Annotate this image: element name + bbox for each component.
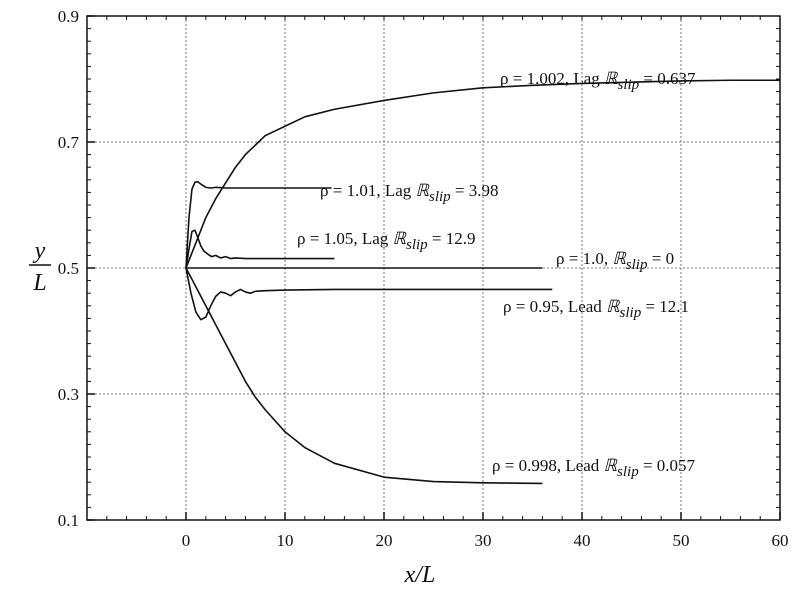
series-line-5 — [185, 267, 543, 485]
axes: 0 10 20 30 40 50 60 0.1 0.3 0.5 0.7 0.9 — [58, 7, 789, 550]
series-label-symbol: ℝ — [604, 69, 619, 88]
series-label-3: ρ = 1.0, ℝslip = 0 — [556, 249, 674, 273]
series-label-subscript: slip — [617, 464, 639, 480]
y-tick-label-3: 0.7 — [58, 133, 80, 152]
series-label-subscript: slip — [626, 257, 648, 273]
series-label-5: ρ = 0.998, Lead ℝslip = 0.057 — [492, 456, 696, 480]
series-label-symbol: ℝ — [606, 297, 621, 316]
series-label-symbol: ℝ — [604, 456, 619, 475]
series-label-subscript: slip — [620, 305, 642, 321]
x-axis-label: x/L — [404, 562, 436, 588]
series-line-4 — [185, 267, 553, 321]
series-layer — [185, 79, 780, 485]
series-label-symbol: ℝ — [393, 229, 408, 248]
annotation-labels: ρ = 1.002, Lag ℝslip = 0.637 ρ = 1.01, La… — [297, 69, 696, 480]
y-axis-label-numerator: y — [33, 238, 46, 264]
series-label-subscript: slip — [617, 77, 639, 93]
y-tick-label-2: 0.5 — [58, 259, 79, 278]
series-label-symbol: ℝ — [416, 181, 431, 200]
series-label-1: ρ = 1.01, Lag ℝslip = 3.98 — [320, 181, 499, 205]
series-label-subscript: slip — [429, 189, 451, 205]
x-tick-label-4: 40 — [574, 531, 591, 550]
x-tick-label-6: 60 — [772, 531, 789, 550]
series-label-value: = 12.9 — [428, 229, 476, 248]
x-tick-label-2: 20 — [376, 531, 393, 550]
x-tick-label-0: 0 — [182, 531, 191, 550]
series-label-text: ρ = 1.0, — [556, 249, 612, 268]
y-axis-label-denominator: L — [32, 270, 46, 296]
x-tick-label-3: 30 — [475, 531, 492, 550]
x-tick-label-5: 50 — [673, 531, 690, 550]
series-label-value: = 0.057 — [639, 456, 696, 475]
series-label-text: ρ = 1.05, Lag — [297, 229, 393, 248]
x-tick-label-1: 10 — [277, 531, 294, 550]
series-line-0 — [185, 79, 780, 269]
series-label-value: = 0 — [647, 249, 674, 268]
series-label-4: ρ = 0.95, Lead ℝslip = 12.1 — [503, 297, 689, 321]
series-label-text: ρ = 0.95, Lead — [503, 297, 606, 316]
series-label-2: ρ = 1.05, Lag ℝslip = 12.9 — [297, 229, 476, 253]
y-tick-label-1: 0.3 — [58, 385, 79, 404]
series-label-text: ρ = 0.998, Lead — [492, 456, 604, 475]
series-label-value: = 0.637 — [639, 69, 696, 88]
y-tick-label-0: 0.1 — [58, 511, 79, 530]
series-label-subscript: slip — [406, 237, 428, 253]
series-line-2 — [185, 229, 335, 269]
series-label-symbol: ℝ — [612, 249, 627, 268]
series-label-text: ρ = 1.002, Lag — [500, 69, 604, 88]
series-label-text: ρ = 1.01, Lag — [320, 181, 416, 200]
series-line-1 — [185, 180, 332, 269]
series-label-value: = 3.98 — [451, 181, 499, 200]
y-tick-label-4: 0.9 — [58, 7, 79, 26]
series-label-value: = 12.1 — [641, 297, 689, 316]
series-label-0: ρ = 1.002, Lag ℝslip = 0.637 — [500, 69, 696, 93]
